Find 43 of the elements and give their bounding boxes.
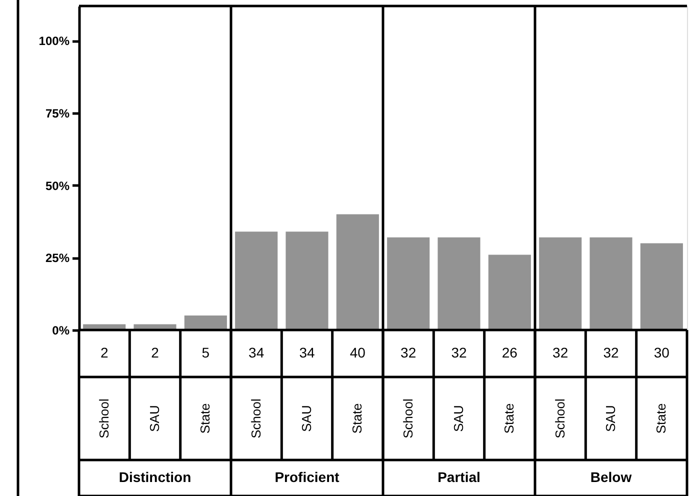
x-tick-label: School	[248, 398, 264, 438]
data-label: 32	[603, 344, 619, 360]
data-label: 5	[202, 344, 210, 360]
y-tick-label: 100%	[38, 34, 70, 48]
bar	[590, 237, 632, 330]
data-label: 30	[654, 344, 670, 360]
x-tick-label: SAU	[299, 405, 314, 432]
text: Proficient	[274, 469, 340, 485]
data-label: 26	[502, 344, 518, 360]
text: Distinction	[118, 469, 192, 485]
x-tick-label: State	[654, 403, 669, 434]
data-label: 2	[151, 344, 160, 360]
x-tick-label: State	[350, 403, 365, 434]
bar	[286, 232, 328, 330]
data-label: 40	[350, 344, 366, 360]
bar	[438, 237, 480, 330]
bar	[184, 316, 227, 330]
text: Below	[590, 469, 632, 485]
x-tick-label: School	[400, 398, 416, 438]
data-label: 2	[100, 344, 108, 360]
x-tick-label: State	[502, 403, 517, 434]
x-tick-label: State	[198, 403, 213, 434]
x-tick-label: SAU	[147, 405, 162, 432]
y-tick-label: 0%	[52, 324, 70, 338]
bar	[640, 243, 683, 330]
data-label: 34	[299, 344, 315, 360]
bar	[488, 254, 531, 330]
data-label: 32	[552, 344, 568, 360]
bar	[336, 214, 379, 330]
data-label: 32	[451, 344, 467, 360]
bar	[235, 232, 278, 330]
bar	[539, 237, 582, 330]
bar	[387, 237, 430, 330]
text: Partial	[438, 469, 480, 485]
data-label: 32	[400, 344, 416, 360]
x-tick-label: SAU	[603, 405, 618, 432]
data-label: 34	[248, 344, 264, 360]
x-tick-label: School	[96, 398, 112, 438]
y-tick-label: 75%	[45, 106, 70, 121]
y-tick-label: 50%	[45, 178, 70, 193]
x-tick-label: School	[552, 398, 568, 438]
y-tick-label: 25%	[45, 251, 70, 266]
x-tick-label: SAU	[451, 405, 466, 432]
